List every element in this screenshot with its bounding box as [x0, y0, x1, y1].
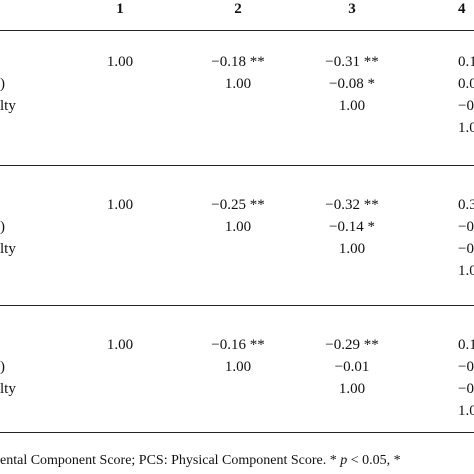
footnote-text: p — [340, 453, 348, 468]
cell: −0. — [458, 359, 474, 375]
cell: 1.0 — [458, 263, 474, 279]
cell: −0.16 ** — [211, 337, 265, 353]
cell: −0. — [458, 219, 474, 235]
column-header: 4 — [458, 1, 466, 17]
column-header: 2 — [234, 1, 242, 17]
section-rule — [0, 165, 474, 166]
cell: 0.31 — [458, 197, 474, 213]
header-rule — [0, 30, 474, 31]
cell: −0.3 — [458, 241, 474, 257]
cell: 1.00 — [338, 98, 366, 114]
row-label: ) — [0, 76, 5, 92]
cell: −0.3 — [458, 98, 474, 114]
cell: −0.01 — [334, 359, 370, 375]
footnote: ental Component Score; PCS: Physical Com… — [0, 453, 401, 469]
row-label: ) — [0, 219, 5, 235]
cell: −0.18 ** — [211, 54, 265, 70]
row-label: ) — [0, 359, 5, 375]
section-rule — [0, 305, 474, 306]
column-header: 3 — [348, 1, 356, 17]
cell: −0.3 — [458, 381, 474, 397]
cell: −0.25 ** — [211, 197, 265, 213]
cell: 1.0 — [458, 120, 474, 136]
cell: −0.31 ** — [325, 54, 379, 70]
row-label: lty — [0, 98, 16, 114]
cell: 1.00 — [106, 197, 134, 213]
cell: 1.00 — [224, 76, 252, 92]
cell: 1.00 — [106, 54, 134, 70]
footnote-text: ental Component Score; PCS: Physical Com… — [0, 453, 341, 468]
cell: −0.14 * — [329, 219, 375, 235]
cell: 0.0 — [458, 76, 474, 92]
cell: 1.00 — [338, 241, 366, 257]
cell: 1.00 — [224, 219, 252, 235]
cell: 1.00 — [106, 337, 134, 353]
column-header: 1 — [116, 1, 124, 17]
cell: 1.00 — [224, 359, 252, 375]
cell: 1.00 — [338, 381, 366, 397]
cell: 1.0 — [458, 403, 474, 419]
cell: −0.32 ** — [325, 197, 379, 213]
footnote-text: < 0.05, * — [347, 453, 401, 468]
footer-rule — [0, 432, 474, 433]
row-label: lty — [0, 381, 16, 397]
cell: 0.17 — [458, 54, 474, 70]
cell: −0.29 ** — [325, 337, 379, 353]
cell: −0.08 * — [329, 76, 375, 92]
cell: 0.1 — [458, 337, 474, 353]
row-label: lty — [0, 241, 16, 257]
